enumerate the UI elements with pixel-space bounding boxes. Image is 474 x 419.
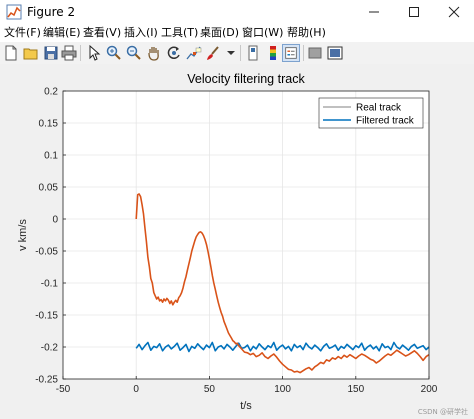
menu-window[interactable]: 窗口(W): [242, 26, 284, 39]
figure-toolbar: [0, 42, 474, 65]
menu-help[interactable]: 帮助(H): [287, 26, 326, 39]
hand-icon[interactable]: [145, 44, 163, 62]
legend-label-filtered-track: Filtered track: [356, 116, 415, 127]
x-axis-label: t/s: [240, 400, 252, 412]
print-icon[interactable]: [60, 44, 78, 62]
chevron-down-icon[interactable]: [222, 44, 240, 62]
y-tick-label: 0.2: [44, 87, 58, 98]
legend-icon[interactable]: [282, 44, 300, 62]
legend-label-real-track: Real track: [356, 103, 402, 114]
figure-canvas: -50 0 50 100 150 200 -0.25 -0.2 -0.15 -0.1 -0.05 0 0…: [0, 64, 474, 419]
link-icon[interactable]: [244, 44, 262, 62]
show-tools-icon[interactable]: [326, 44, 344, 62]
x-tick-label: 0: [133, 384, 139, 395]
folder-icon[interactable]: [22, 44, 40, 62]
menu-view[interactable]: 查看(V): [83, 26, 122, 39]
window-titlebar: Figure 2: [0, 0, 474, 24]
axis-ticks: -50 0 50 100 150 200 -0.25 -0.2 -0.15 -0.1 -0.05 0 0…: [35, 87, 438, 396]
close-button[interactable]: [434, 0, 474, 24]
x-tick-label: -50: [56, 384, 71, 395]
toolbar-separator: [303, 45, 304, 61]
x-tick-label: 100: [274, 384, 291, 395]
data-cursor-icon[interactable]: [185, 44, 203, 62]
plot-area[interactable]: -50 0 50 100 150 200 -0.25 -0.2 -0.15 -0.1 -0.05 0 0…: [0, 64, 474, 419]
arrow-cursor-icon[interactable]: [85, 44, 103, 62]
brush-icon[interactable]: [204, 44, 222, 62]
zoom-out-icon[interactable]: [125, 44, 143, 62]
x-tick-label: 150: [347, 384, 364, 395]
save-icon[interactable]: [42, 44, 60, 62]
matlab-figure-icon: [6, 4, 22, 20]
rotate-icon[interactable]: [165, 44, 183, 62]
y-tick-label: -0.15: [35, 311, 58, 322]
y-tick-label: -0.05: [35, 247, 58, 258]
minimize-button[interactable]: [354, 0, 394, 24]
series-layer: [135, 193, 430, 374]
x-tick-label: 50: [204, 384, 216, 395]
series-line-filtered-track: [135, 341, 430, 353]
new-file-icon[interactable]: [2, 44, 20, 62]
menu-edit[interactable]: 编辑(E): [43, 26, 81, 39]
menu-desktop[interactable]: 桌面(D): [200, 26, 240, 39]
watermark: CSDN @研学社: [417, 408, 468, 416]
axes-frame: [62, 90, 430, 380]
menu-file[interactable]: 文件(F): [4, 26, 41, 39]
y-tick-label: -0.25: [35, 375, 58, 386]
y-tick-label: 0.1: [44, 151, 58, 162]
y-tick-label: 0.15: [39, 119, 59, 130]
menu-insert[interactable]: 插入(I): [124, 26, 158, 39]
y-tick-label: 0.05: [39, 183, 59, 194]
window-title: Figure 2: [27, 5, 76, 19]
toolbar-separator: [240, 45, 241, 61]
menu-tools[interactable]: 工具(T): [161, 26, 199, 39]
zoom-in-icon[interactable]: [105, 44, 123, 62]
maximize-button[interactable]: [394, 0, 434, 24]
y-tick-label: -0.1: [41, 279, 59, 290]
y-tick-label: 0: [52, 215, 58, 226]
legend-box: [318, 97, 424, 129]
y-tick-label: -0.2: [41, 343, 59, 354]
menu-bar: 文件(F) 编辑(E) 查看(V) 插入(I) 工具(T) 桌面(D) 窗口(W…: [0, 24, 474, 42]
toolbar-separator: [80, 45, 81, 61]
hide-tools-icon[interactable]: [306, 44, 324, 62]
chart-title: Velocity filtering track: [187, 72, 305, 86]
x-tick-label: 200: [421, 384, 438, 395]
series-line-real-track: [135, 193, 430, 374]
legend[interactable]: Real track Filtered track: [318, 97, 424, 129]
y-axis-label: v km/s: [17, 219, 29, 251]
axes-background: [63, 91, 429, 379]
colorbar-icon[interactable]: [264, 44, 282, 62]
